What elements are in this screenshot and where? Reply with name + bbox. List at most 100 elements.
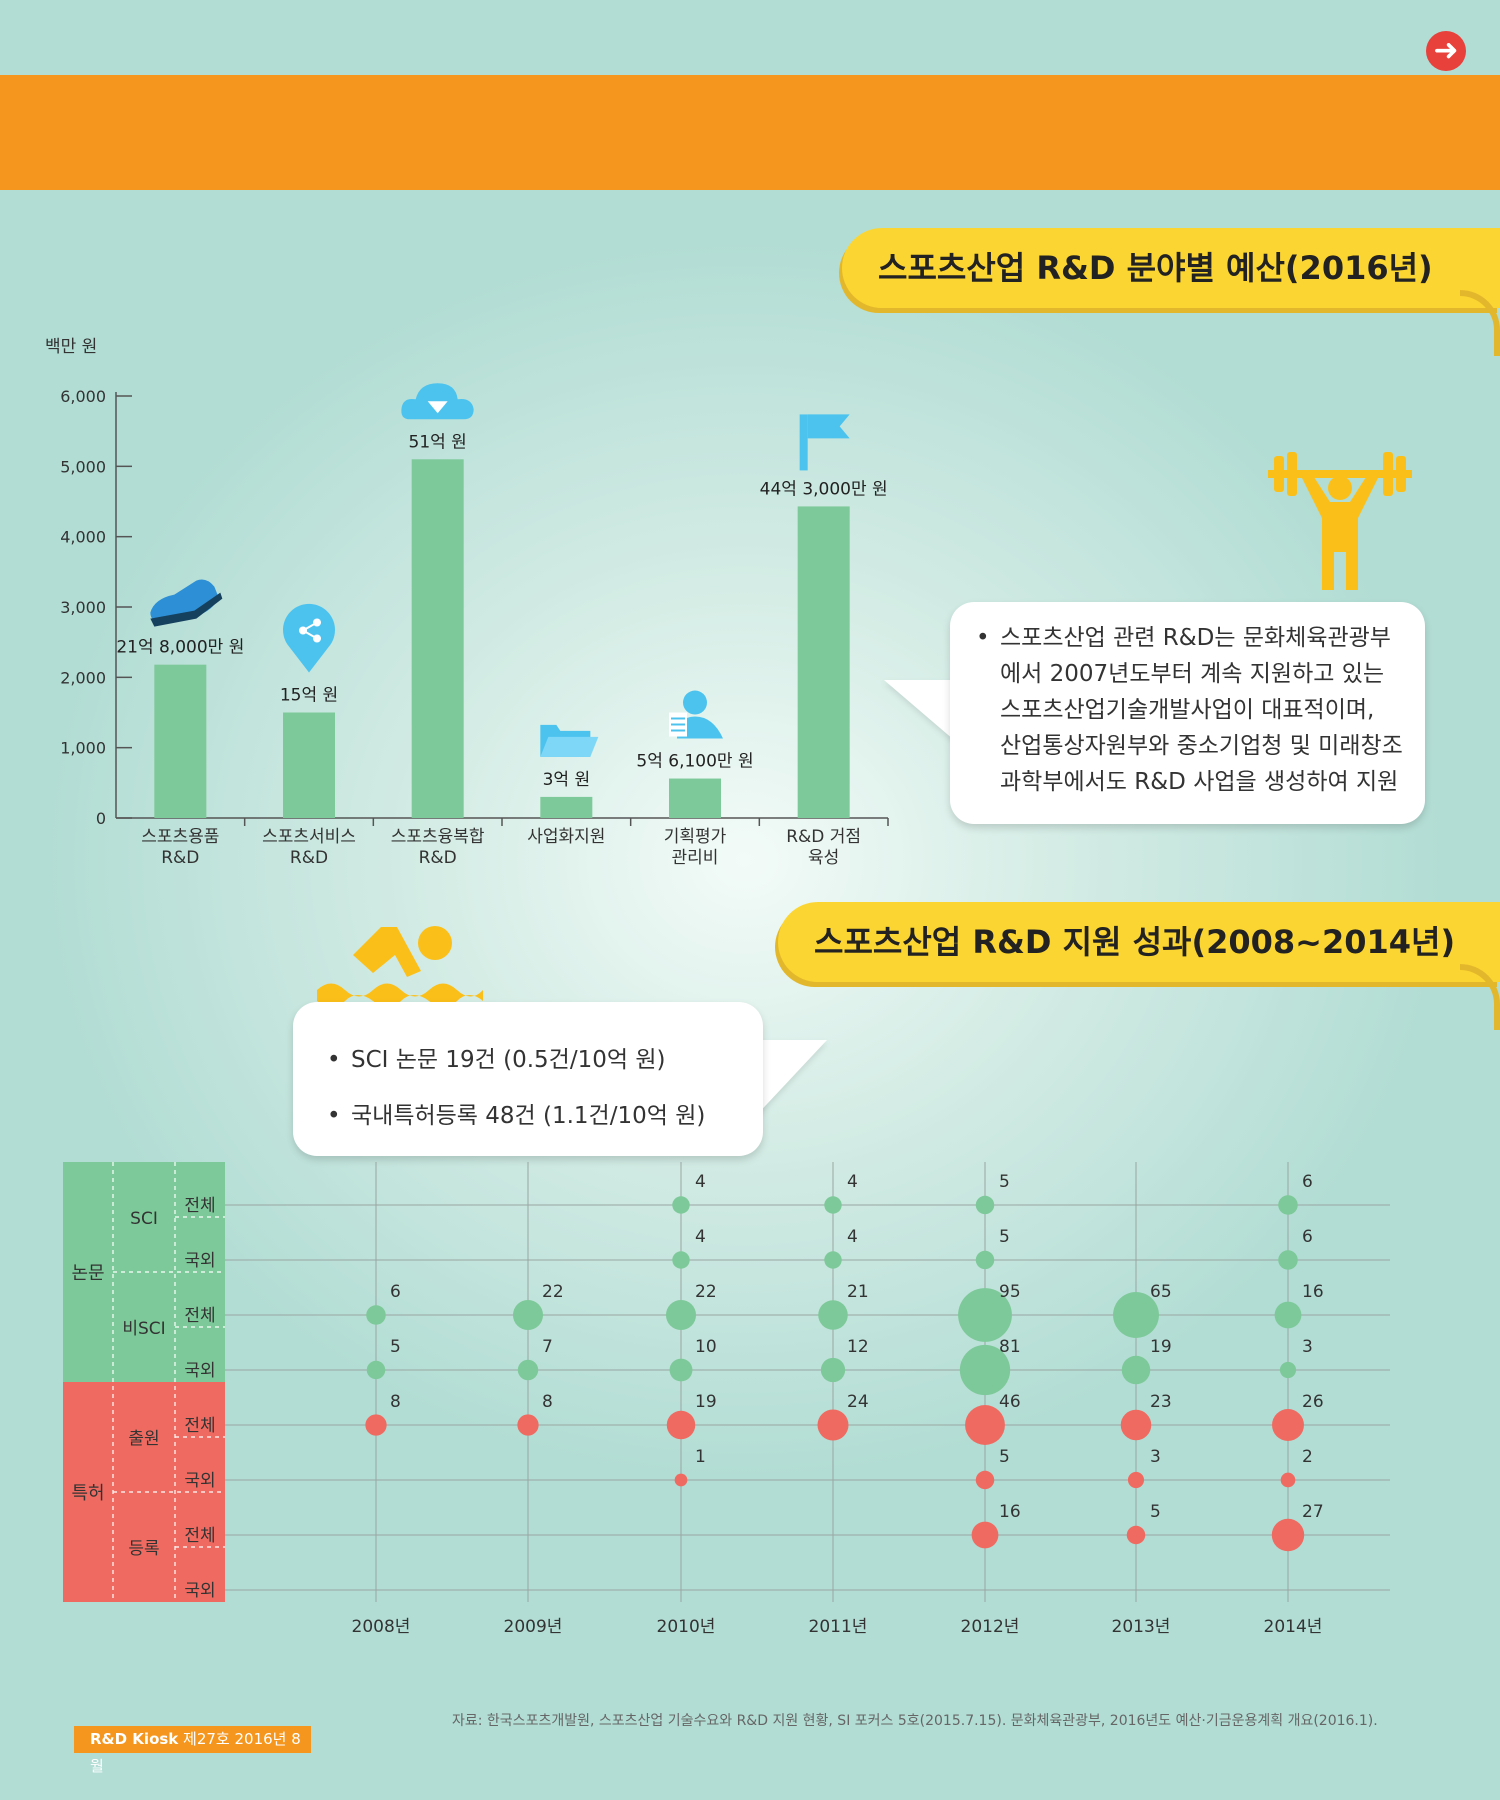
data-bubble — [517, 1359, 539, 1381]
x-category-label: 스포츠융복합 — [391, 827, 485, 847]
data-bubble — [818, 1300, 848, 1330]
x-category-label: R&D 거점 — [786, 827, 861, 847]
bubble-item: 국내특허등록 48건 (1.1건/10억 원) — [319, 1088, 743, 1144]
section-title-performance: 스포츠산업 R&D 지원 성과(2008~2014년) — [778, 902, 1500, 982]
bubble-value-label: 6 — [1302, 1227, 1313, 1247]
subgroup-label: SCI — [130, 1209, 158, 1229]
bar-value-label: 51억 원 — [409, 432, 467, 452]
bubble-value-label: 22 — [695, 1282, 717, 1302]
y-tick-label: 0 — [96, 809, 106, 828]
year-label: 2013년 — [1112, 1617, 1171, 1637]
info-bubble-budget: 스포츠산업 관련 R&D는 문화체육관광부 에서 2007년도부터 계속 지원하… — [950, 602, 1425, 824]
bubble-value-label: 19 — [695, 1392, 717, 1412]
row-label: 국외 — [184, 1251, 215, 1271]
data-bubble — [824, 1196, 842, 1214]
x-category-label: R&D — [290, 848, 328, 868]
bubble-value-label: 5 — [1150, 1502, 1161, 1522]
data-bubble — [965, 1405, 1005, 1445]
row-label: 전체 — [184, 1306, 215, 1326]
bubble-value-label: 4 — [695, 1172, 706, 1192]
data-bubble — [517, 1414, 539, 1436]
y-tick-label: 6,000 — [60, 387, 106, 406]
bubble-value-label: 2 — [1302, 1447, 1313, 1467]
bubble-value-label: 65 — [1150, 1282, 1172, 1302]
arrow-right-icon[interactable]: ➜ — [1426, 31, 1466, 71]
data-bubble — [817, 1409, 849, 1441]
data-bubble — [1127, 1471, 1145, 1489]
data-bubble — [824, 1251, 842, 1269]
x-category-label: 기획평가 — [664, 827, 727, 847]
bubble-value-label: 16 — [999, 1502, 1021, 1522]
patent-label-panel — [63, 1382, 225, 1602]
bubble-value-label: 6 — [1302, 1172, 1313, 1192]
data-bubble — [512, 1299, 544, 1331]
bubble-item: SCI 논문 19건 (0.5건/10억 원) — [319, 1032, 743, 1088]
subgroup-label: 등록 — [128, 1539, 159, 1559]
bubble-text: 스포츠산업 관련 R&D는 문화체육관광부 에서 2007년도부터 계속 지원하… — [968, 620, 1405, 800]
group-label: 특허 — [71, 1483, 104, 1504]
data-bubble — [975, 1470, 995, 1490]
bubble-value-label: 24 — [847, 1392, 869, 1412]
bar-value-label: 44억 3,000만 원 — [760, 479, 888, 499]
bubble-value-label: 27 — [1302, 1502, 1324, 1522]
paper-label-panel — [63, 1162, 225, 1382]
bar-value-label: 15억 원 — [280, 686, 338, 706]
bubble-value-label: 81 — [999, 1337, 1021, 1357]
bubble-value-label: 26 — [1302, 1392, 1324, 1412]
data-bubble — [672, 1196, 690, 1214]
data-bubble — [820, 1357, 846, 1383]
data-bubble — [975, 1250, 995, 1270]
bubble-value-label: 46 — [999, 1392, 1021, 1412]
bubble-value-label: 21 — [847, 1282, 869, 1302]
bar — [540, 796, 593, 818]
bubble-value-label: 5 — [999, 1227, 1010, 1247]
bubble-value-label: 8 — [390, 1392, 401, 1412]
data-bubble — [666, 1410, 696, 1440]
share-pin-icon — [283, 603, 335, 673]
swimmer-icon — [317, 926, 483, 1007]
x-category-label: 스포츠서비스 — [262, 827, 356, 847]
y-tick-label: 5,000 — [60, 457, 106, 476]
data-bubble — [959, 1344, 1011, 1396]
data-bubble — [1271, 1518, 1305, 1552]
data-bubble — [1121, 1355, 1151, 1385]
sneaker-icon — [150, 579, 223, 627]
row-label: 국외 — [184, 1471, 215, 1491]
y-axis-unit: 백만 원 — [45, 337, 97, 357]
year-label: 2014년 — [1264, 1617, 1323, 1637]
bar — [283, 712, 335, 818]
bubble-value-label: 1 — [695, 1447, 706, 1467]
year-label: 2011년 — [809, 1617, 868, 1637]
x-category-label: 관리비 — [672, 848, 719, 868]
bubble-value-label: 3 — [1150, 1447, 1161, 1467]
year-label: 2012년 — [961, 1617, 1020, 1637]
bubble-value-label: 8 — [542, 1392, 553, 1412]
data-bubble — [366, 1305, 386, 1325]
bubble-value-label: 5 — [390, 1337, 401, 1357]
cloud-download-icon — [401, 383, 474, 420]
data-bubble — [366, 1360, 386, 1380]
bar — [411, 459, 464, 818]
row-label: 국외 — [184, 1581, 215, 1601]
bubble-value-label: 4 — [847, 1227, 858, 1247]
data-bubble — [365, 1414, 387, 1436]
bubble-value-label: 6 — [390, 1282, 401, 1302]
data-bubble — [971, 1521, 999, 1549]
data-bubble — [1126, 1525, 1146, 1545]
bar-value-label: 5억 6,100만 원 — [636, 752, 753, 772]
row-label: 전체 — [184, 1196, 215, 1216]
x-category-label: 육성 — [808, 848, 839, 868]
user-document-icon — [669, 690, 723, 739]
data-bubble — [1280, 1472, 1296, 1488]
weightlifter-icon — [1268, 452, 1412, 590]
info-bubble-performance: SCI 논문 19건 (0.5건/10억 원) 국내특허등록 48건 (1.1건… — [293, 1002, 763, 1156]
y-tick-label: 2,000 — [60, 668, 106, 687]
data-bubble — [1274, 1301, 1302, 1329]
data-bubble — [674, 1473, 688, 1487]
bubble-value-label: 22 — [542, 1282, 564, 1302]
data-bubble — [1272, 1409, 1304, 1441]
group-label: 논문 — [71, 1263, 104, 1284]
budget-bar-chart: 백만 원 0 1,000 2,000 3,000 4,000 5,000 6,000 21억 … — [45, 337, 889, 868]
data-bubble — [1279, 1361, 1297, 1379]
bar-value-label: 21억 8,000만 원 — [116, 638, 244, 658]
